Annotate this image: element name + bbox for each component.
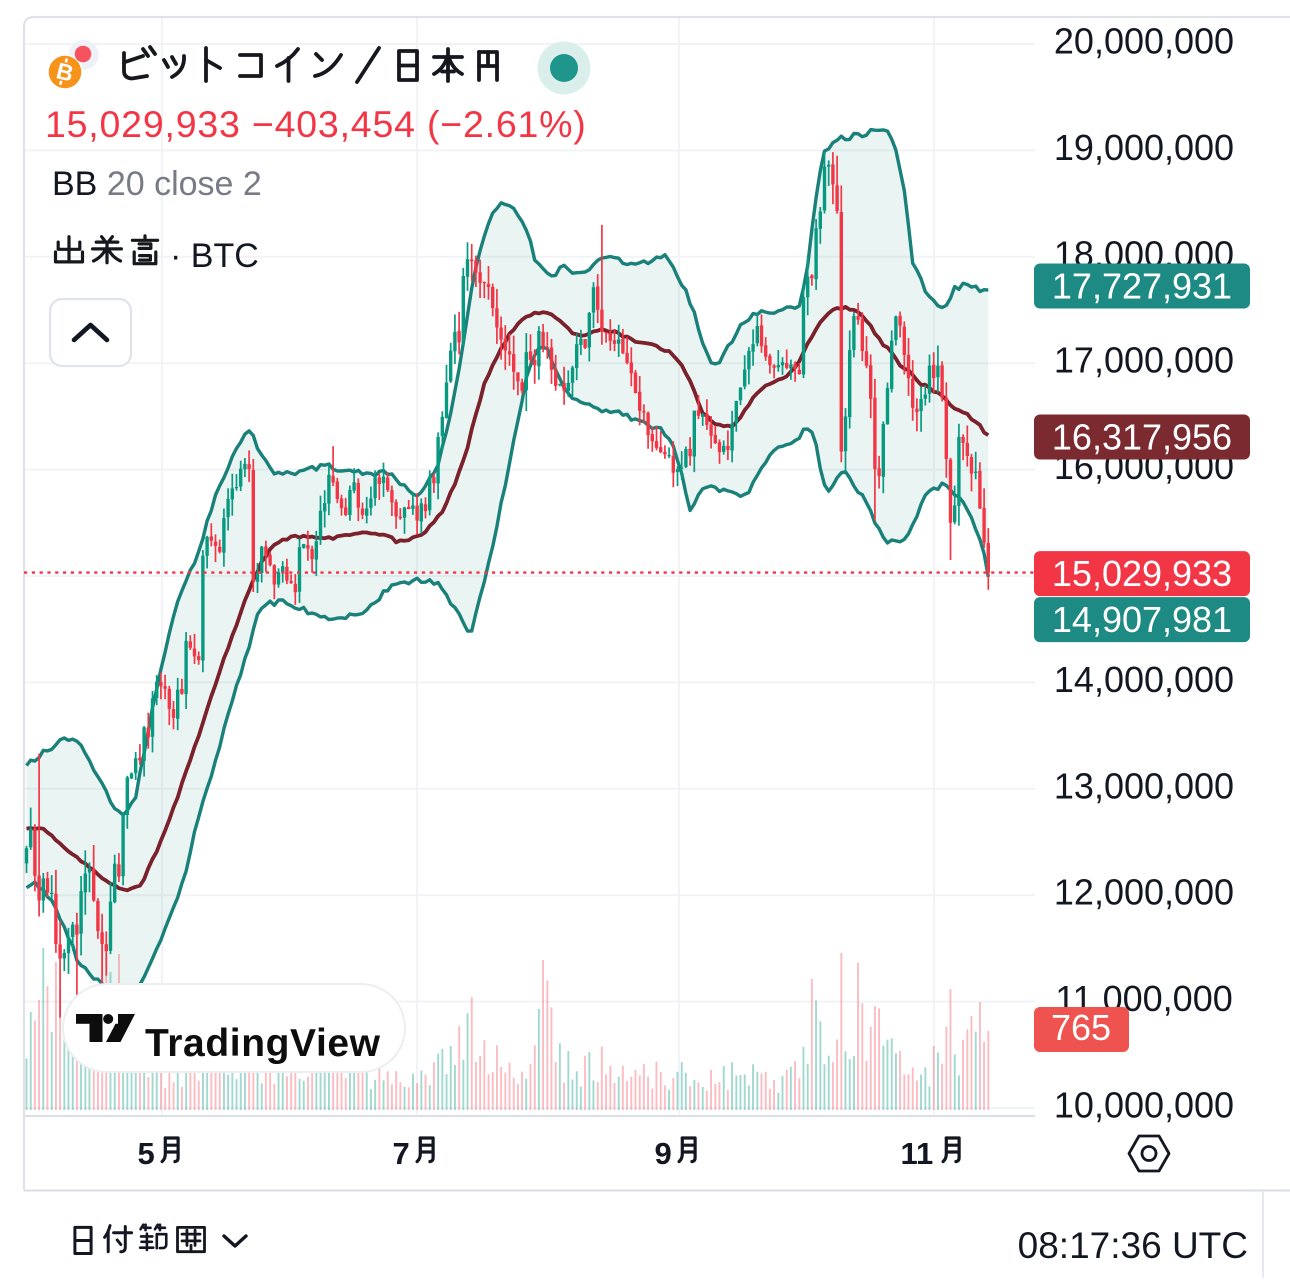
svg-text:BB 20 close 2: BB 20 close 2 (52, 165, 262, 203)
svg-text:12,000,000: 12,000,000 (1054, 872, 1234, 913)
svg-text:20,000,000: 20,000,000 (1054, 21, 1234, 62)
svg-text:765: 765 (1051, 1007, 1111, 1048)
svg-text:· BTC: · BTC (170, 237, 259, 275)
svg-text:9: 9 (655, 1136, 672, 1171)
svg-text:5: 5 (138, 1136, 155, 1171)
svg-text:B: B (54, 57, 76, 86)
svg-text:11: 11 (901, 1136, 934, 1171)
svg-text:7: 7 (393, 1136, 410, 1171)
svg-text:19,000,000: 19,000,000 (1054, 127, 1234, 168)
svg-text:TradingView: TradingView (145, 1022, 381, 1065)
svg-text:14,000,000: 14,000,000 (1054, 659, 1234, 700)
svg-text:15,029,933 −403,454 (−2.61%): 15,029,933 −403,454 (−2.61%) (45, 103, 587, 145)
svg-text:13,000,000: 13,000,000 (1054, 765, 1234, 806)
svg-text:17,000,000: 17,000,000 (1054, 340, 1234, 381)
svg-text:10,000,000: 10,000,000 (1054, 1085, 1234, 1126)
svg-text:15,029,933: 15,029,933 (1052, 553, 1232, 594)
svg-text:08:17:36 UTC: 08:17:36 UTC (1018, 1225, 1248, 1266)
svg-text:16,317,956: 16,317,956 (1052, 417, 1232, 458)
svg-text:17,727,931: 17,727,931 (1052, 266, 1232, 307)
svg-text:14,907,981: 14,907,981 (1052, 599, 1232, 640)
